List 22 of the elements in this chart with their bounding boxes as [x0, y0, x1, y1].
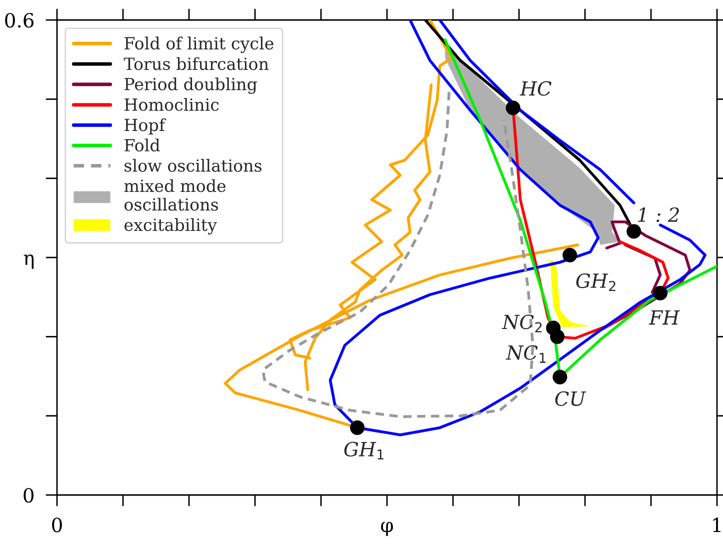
legend-label: slow oscillations [124, 158, 262, 172]
legend-label: Homoclinic [124, 98, 219, 111]
legend-label: Fold [124, 138, 160, 152]
x-tick-label: φ [381, 522, 393, 536]
y-tick-label: 0.6 [5, 12, 34, 28]
legend-label: Period doubling [124, 77, 257, 94]
legend-label: Hopf [124, 118, 166, 134]
y-tick-label: 0 [24, 488, 34, 503]
annotation: NC$_{1}$ [506, 345, 546, 363]
annotation: 1 : 2 [638, 207, 679, 222]
annotation: HC [520, 81, 552, 96]
annotation: CU [555, 391, 586, 406]
x-tick-label: 1 [713, 518, 720, 532]
x-tick-label: 0 [52, 518, 62, 532]
legend-label: Torus bifurcation [124, 57, 269, 70]
annotation: NC$_{2}$ [502, 314, 542, 332]
annotation: FH [648, 310, 680, 325]
annotation: GH$_{2}$ [576, 273, 616, 291]
legend-label: excitability [124, 218, 217, 235]
annotation: GH$_{1}$ [344, 442, 384, 460]
legend-label: Fold of limit cycle [124, 36, 274, 54]
y-tick-label: η [24, 254, 34, 269]
